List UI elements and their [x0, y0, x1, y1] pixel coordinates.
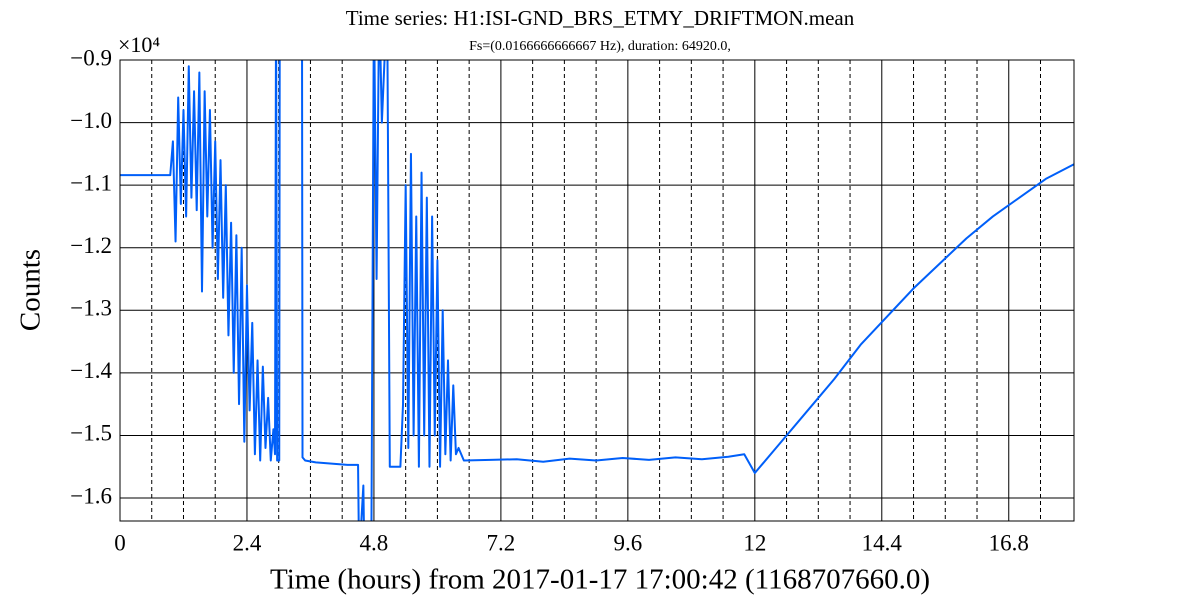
x-axis-label: Time (hours) from 2017-01-17 17:00:42 (1…: [270, 564, 930, 596]
plot-frame: [119, 59, 1075, 522]
x-tick-label: 16.8: [989, 530, 1029, 555]
chart-subtitle: Fs=(0.0166666666667 Hz), duration: 64920…: [469, 39, 731, 54]
y-offset-label: ×10⁴: [118, 32, 160, 57]
chart-title: Time series: H1:ISI-GND_BRS_ETMY_DRIFTMO…: [346, 6, 855, 30]
data-line: [120, 60, 1074, 521]
x-tick-label: 2.4: [233, 530, 262, 555]
x-tick-label: 14.4: [862, 530, 903, 555]
x-tick-label: 0: [114, 530, 126, 555]
x-tick-label: 9.6: [613, 530, 642, 555]
y-tick-label: −1.0: [70, 108, 112, 133]
y-tick-label: −1.4: [70, 358, 112, 383]
y-tick-label: −1.5: [70, 421, 112, 446]
y-axis-label: Counts: [15, 249, 47, 331]
y-tick-label: −1.3: [70, 296, 112, 321]
y-tick-label: −1.1: [70, 170, 112, 195]
x-tick-label: 7.2: [487, 530, 516, 555]
y-tick-label: −1.2: [70, 233, 112, 258]
y-tick-label: −1.6: [70, 483, 112, 508]
x-tick-label: 12: [743, 530, 766, 555]
y-tick-label: −0.9: [70, 45, 112, 70]
x-tick-label: 4.8: [360, 530, 389, 555]
